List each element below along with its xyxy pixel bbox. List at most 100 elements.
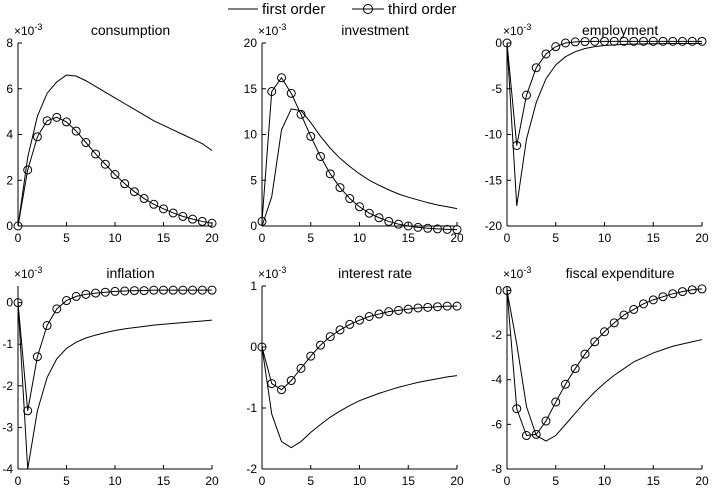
fiscal-expenditure-third-order-point [502, 285, 512, 295]
legend-third-order-label: third order [388, 1, 456, 18]
interest-rate-third-order-point [403, 304, 413, 314]
employment-third-order-point [687, 36, 697, 46]
investment-third-order-point [325, 169, 335, 179]
interest-rate-x-tick-label: 0 [259, 474, 266, 488]
inflation-third-order-point [42, 321, 52, 331]
interest-rate-third-order-point [452, 301, 462, 311]
consumption-third-order-point [178, 211, 188, 221]
investment-x-tick-label: 20 [450, 231, 464, 245]
inflation-title: inflation [106, 265, 154, 281]
consumption-third-order-point [197, 216, 207, 226]
fiscal-expenditure-y-tick-label: -4 [491, 373, 502, 387]
investment-y-tick-label: 5 [250, 173, 257, 187]
interest-rate-third-order-point [442, 301, 452, 311]
investment-title: investment [341, 22, 409, 38]
inflation-third-order-point [32, 352, 42, 362]
fiscal-expenditure-panel: 0 5 10 15 20-8-6-4-20×10-3 fiscal expenditure [491, 265, 709, 488]
investment-third-order-point [452, 225, 462, 235]
employment-third-order-point [600, 36, 609, 46]
fiscal-expenditure-third-order-point [668, 289, 678, 299]
interest-rate-third-order-point [394, 305, 403, 315]
consumption-third-order-point [32, 132, 42, 142]
inflation-third-order-point [13, 298, 23, 308]
consumption-third-order-point [23, 165, 33, 175]
inflation-third-order-point [129, 286, 139, 296]
interest-rate-y-tick-label: 0 [250, 340, 257, 354]
fiscal-expenditure-third-order-point [590, 337, 600, 347]
inflation-y-tick-label: 0 [6, 296, 13, 310]
fiscal-expenditure-third-order-point [619, 310, 629, 320]
inflation-exponent-label: ×10-3 [14, 265, 42, 281]
investment-third-order-point [267, 87, 277, 96]
inflation-third-order-point [110, 286, 120, 296]
consumption-third-order-point [207, 218, 217, 228]
interest-rate-x-tick-label: 5 [307, 474, 314, 488]
investment-third-order-point [345, 194, 355, 204]
consumption-first-order-line [17, 74, 213, 227]
consumption-x-tick-label: 20 [205, 231, 219, 245]
employment-panel: 0 5 10 15 20-20-15-10-50×10-3 employment [485, 22, 709, 245]
fiscal-expenditure-x-tick-label: 20 [695, 474, 709, 488]
consumption-y-tick-label: 8 [6, 36, 13, 50]
inflation-x-tick-label: 20 [205, 474, 219, 488]
investment-x-tick-label: 15 [402, 231, 416, 245]
employment-third-order-point [512, 140, 522, 150]
interest-rate-third-order-point [355, 315, 364, 325]
inflation-third-order-point [149, 285, 159, 295]
fiscal-expenditure-x-tick-label: 10 [598, 474, 612, 488]
employment-third-order-point [502, 38, 512, 48]
employment-x-tick-label: 20 [695, 231, 709, 245]
investment-x-tick-label: 0 [259, 231, 266, 245]
interest-rate-x-tick-label: 10 [353, 474, 367, 488]
consumption-third-order-point [91, 149, 101, 159]
interest-rate-third-order-point [433, 302, 442, 312]
consumption-third-order-point [159, 204, 168, 214]
employment-third-order-point [541, 49, 551, 59]
fiscal-expenditure-y-tick-label: -6 [491, 417, 502, 431]
interest-rate-x-tick-label: 20 [450, 474, 464, 488]
inflation-third-order-point [178, 285, 188, 295]
inflation-x-tick-label: 0 [15, 474, 22, 488]
employment-third-order-point [570, 37, 580, 47]
employment-x-tick-label: 5 [552, 231, 559, 245]
interest-rate-third-order-point [384, 307, 394, 317]
inflation-third-order-point [197, 285, 207, 295]
investment-third-order-point [355, 202, 364, 212]
employment-x-tick-label: 10 [598, 231, 612, 245]
consumption-third-order-point [100, 159, 110, 169]
consumption-third-order-point [168, 208, 178, 218]
investment-third-order-point [306, 131, 316, 141]
employment-third-order-point [619, 36, 629, 46]
interest-rate-panel: 0 5 10 15 20 -2 -1 0 1×10-3 interest rate [246, 265, 464, 488]
interest-rate-third-order-point [296, 363, 306, 373]
inflation-y-tick-label: -2 [2, 379, 13, 393]
inflation-y-tick-label: -4 [2, 462, 13, 476]
inflation-third-order-point [52, 304, 62, 314]
employment-third-order-point [639, 36, 648, 46]
inflation-panel: 0 5 10 15 20 -4 -3 -2 -1 0 ×10-3 inflation [2, 265, 219, 488]
consumption-third-order-point [188, 214, 198, 224]
employment-y-tick-label: -20 [485, 219, 503, 233]
inflation-x-tick-label: 5 [63, 474, 70, 488]
employment-exponent-label: ×10-3 [503, 22, 531, 38]
investment-third-order-point [433, 224, 442, 234]
inflation-third-order-point [71, 291, 81, 301]
consumption-y-tick-label: 4 [6, 128, 13, 142]
investment-third-order-point [277, 73, 286, 83]
consumption-title: consumption [91, 22, 170, 38]
employment-third-order-point [629, 36, 639, 46]
inflation-third-order-point [139, 286, 149, 296]
interest-rate-y-tick-label: 1 [250, 279, 257, 293]
fiscal-expenditure-third-order-point [561, 379, 570, 389]
consumption-third-order-line [17, 116, 213, 227]
consumption-third-order-point [120, 179, 130, 189]
consumption-third-order-point [149, 199, 159, 209]
investment-exponent-power: -3 [278, 22, 286, 32]
fiscal-expenditure-third-order-point [600, 327, 609, 337]
inflation-third-order-point [81, 289, 91, 299]
legend: first order third order [228, 1, 456, 18]
fiscal-expenditure-third-order-point [551, 397, 561, 407]
inflation-x-tick-label: 10 [108, 474, 122, 488]
